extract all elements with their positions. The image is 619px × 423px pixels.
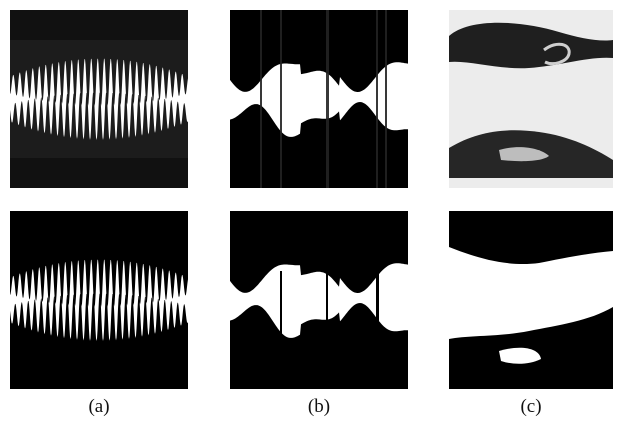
scratch-line (376, 10, 378, 188)
image-c-binary (449, 211, 613, 389)
caption-a: (a) (88, 396, 110, 417)
panel-a-grayscale (10, 10, 188, 188)
lower-dark-band (10, 361, 188, 389)
image-a-grayscale (10, 10, 188, 188)
image-b-grayscale (230, 10, 408, 188)
panel-b-grayscale (230, 10, 408, 188)
scratch-line (280, 271, 282, 341)
scratch-line (326, 10, 329, 188)
scratch-line (376, 271, 379, 341)
image-c-grayscale (449, 10, 613, 188)
white-gap-region (230, 263, 408, 338)
scratch-line (280, 10, 282, 188)
white-middle-region (449, 247, 613, 339)
panel-c-grayscale (449, 10, 613, 188)
scratch-line (260, 10, 262, 188)
scratch-line (385, 10, 387, 188)
scratch-line (326, 271, 328, 341)
image-b-binary (230, 211, 408, 389)
white-gap-region (230, 62, 408, 137)
caption-c: (c) (520, 396, 542, 417)
bottom-light-strip (449, 178, 613, 188)
caption-b: (b) (307, 396, 331, 417)
lower-highlight (499, 147, 549, 162)
white-inclusion (499, 347, 541, 364)
upper-dark-smear (449, 22, 613, 69)
upper-highlight (543, 42, 571, 66)
lower-dark-band (10, 158, 188, 188)
image-a-binary (10, 211, 188, 389)
upper-dark-band (10, 10, 188, 40)
panel-a-binary (10, 211, 188, 389)
upper-dark-band (10, 211, 188, 239)
panel-c-binary (449, 211, 613, 389)
panel-b-binary (230, 211, 408, 389)
